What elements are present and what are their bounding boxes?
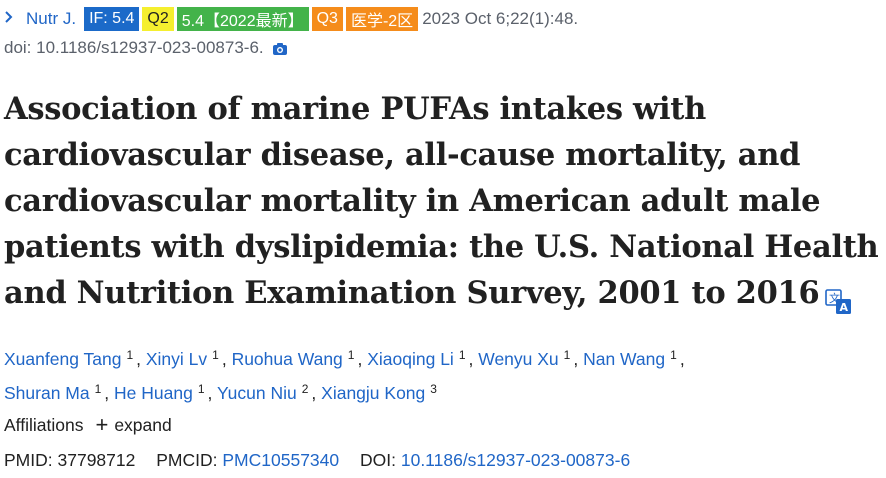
pmcid-label: PMCID: (156, 450, 218, 470)
author-item: Xuanfeng Tang 1, (4, 348, 146, 369)
quartile-badge: Q2 (142, 7, 174, 31)
author-item: Shuran Ma 1, (4, 382, 115, 403)
doi-link[interactable]: 10.1186/s12937-023-00873-6 (400, 450, 631, 470)
author-affiliation-ref[interactable]: 1 (458, 348, 466, 362)
citation-row: Nutr J. IF: 5.4 Q2 5.4【2022最新】 Q3 医学-2区 … (0, 6, 578, 32)
author-affiliation-ref[interactable]: 3 (430, 382, 437, 396)
article-title-text: Association of marine PUFAs intakes with… (4, 91, 879, 311)
author-link[interactable]: He Huang (114, 383, 193, 403)
author-affiliation-ref[interactable]: 1 (94, 382, 102, 396)
author-affiliation-ref[interactable]: 1 (347, 348, 355, 362)
journal-link[interactable]: Nutr J. (26, 9, 77, 28)
author-item: Xinyi Lv 1, (145, 348, 232, 369)
doi-label: DOI: (360, 450, 396, 470)
author-affiliation-ref[interactable]: 1 (126, 348, 134, 362)
author-list: Xuanfeng Tang 1, Xinyi Lv 1, Ruohua Wang 1,… (4, 340, 864, 408)
expand-label: expand (114, 414, 172, 435)
impact-factor-badge: IF: 5.4 (84, 7, 140, 31)
expand-affiliations-button[interactable]: + expand (95, 414, 171, 436)
translate-icon[interactable]: 文 A (825, 282, 853, 314)
author-link[interactable]: Shuran Ma (4, 383, 90, 403)
author-item: Yucun Niu 2, (216, 382, 322, 403)
pmcid-link[interactable]: PMC10557340 (222, 450, 340, 470)
identifiers-row: PMID: 37798712 PMCID: PMC10557340 DOI: 1… (4, 450, 630, 471)
chevron-right-icon[interactable] (4, 10, 18, 29)
author-affiliation-ref[interactable]: 1 (563, 348, 571, 362)
pmid-value: 37798712 (57, 450, 136, 470)
plus-icon: + (95, 412, 109, 437)
pmid-label: PMID: (4, 450, 53, 470)
affiliations-label: Affiliations (4, 414, 84, 435)
author-affiliation-ref[interactable]: 1 (670, 348, 677, 362)
author-link[interactable]: Xiangju Kong (321, 383, 426, 403)
doi-row: doi: 10.1186/s12937-023-00873-6. (4, 38, 288, 58)
author-item: He Huang 1, (114, 382, 217, 403)
doi-text: doi: 10.1186/s12937-023-00873-6. (4, 38, 264, 57)
author-link[interactable]: Xinyi Lv (145, 349, 208, 369)
author-affiliation-ref[interactable]: 2 (301, 382, 309, 396)
author-item: Ruohua Wang 1, (231, 348, 368, 369)
svg-text:文: 文 (829, 291, 840, 305)
author-item: Xiaoqing Li 1, (367, 348, 479, 369)
article-title: Association of marine PUFAs intakes with… (4, 86, 886, 316)
author-affiliation-ref[interactable]: 1 (212, 348, 219, 362)
author-item: Xiangju Kong 3 (321, 382, 440, 403)
author-affiliation-ref[interactable]: 1 (197, 382, 205, 396)
author-link[interactable]: Ruohua Wang (231, 349, 343, 369)
author-link[interactable]: Yucun Niu (216, 383, 297, 403)
svg-text:A: A (840, 301, 849, 314)
cas-zone-badge: 医学-2区 (345, 7, 419, 31)
author-item: Nan Wang 1, (583, 348, 685, 369)
publication-date: 2023 Oct 6;22(1):48. (422, 9, 579, 28)
author-link[interactable]: Nan Wang (583, 349, 666, 369)
author-item: Wenyu Xu 1, (478, 348, 584, 369)
author-link[interactable]: Wenyu Xu (478, 349, 559, 369)
cas-score-badge: 5.4【2022最新】 (176, 7, 309, 31)
author-link[interactable]: Xiaoqing Li (367, 349, 454, 369)
affiliations-row: Affiliations + expand (4, 414, 172, 436)
camera-icon[interactable] (272, 41, 288, 55)
cas-quartile-badge: Q3 (311, 7, 343, 31)
author-link[interactable]: Xuanfeng Tang (4, 349, 122, 369)
